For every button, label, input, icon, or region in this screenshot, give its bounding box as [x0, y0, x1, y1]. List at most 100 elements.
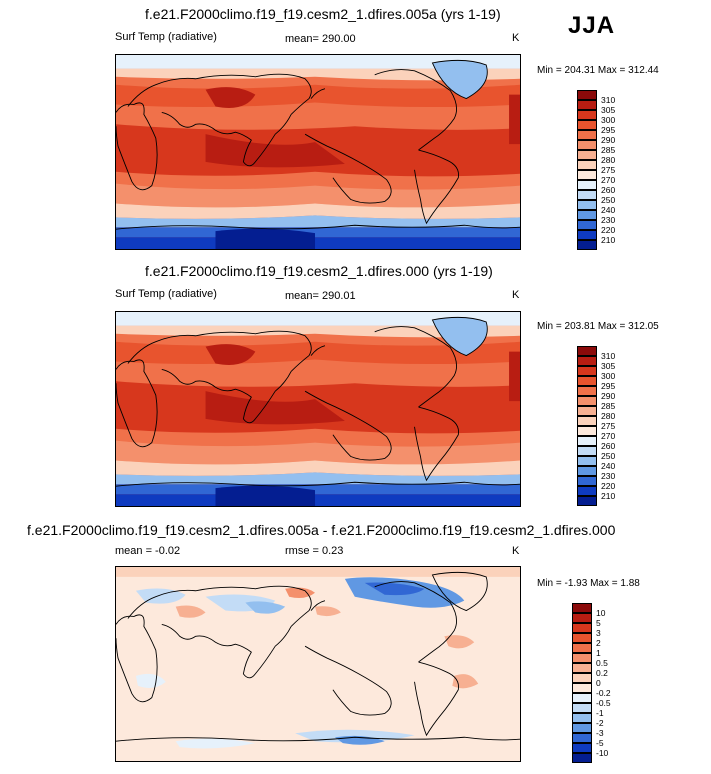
colorbar-tick: 10 — [596, 608, 606, 618]
panel-1-minmax: Min = 204.31 Max = 312.44 — [537, 65, 659, 76]
colorbar-cell — [577, 110, 597, 120]
colorbar-tick: 210 — [601, 235, 616, 245]
panel-2-title: f.e21.F2000climo.f19_f19.cesm2_1.dfires.… — [145, 263, 493, 279]
colorbar-cell — [577, 130, 597, 140]
colorbar-tick: 290 — [601, 135, 616, 145]
colorbar-tick: 230 — [601, 471, 616, 481]
colorbar-tick: 305 — [601, 361, 616, 371]
colorbar-cell — [577, 170, 597, 180]
colorbar-tick: 275 — [601, 165, 616, 175]
colorbar-tick: -3 — [596, 728, 604, 738]
colorbar-cell — [577, 396, 597, 406]
colorbar-tick: -0.5 — [596, 698, 611, 708]
colorbar-tick: 270 — [601, 431, 616, 441]
colorbar-cell — [577, 376, 597, 386]
colorbar-cell — [577, 456, 597, 466]
colorbar-cell — [577, 140, 597, 150]
colorbar-cell — [577, 436, 597, 446]
season-label: JJA — [568, 12, 616, 39]
colorbar-cell — [577, 120, 597, 130]
panel-3-map — [115, 566, 521, 762]
colorbar-cell — [572, 683, 592, 693]
colorbar-tick: 220 — [601, 225, 616, 235]
colorbar-tick: 250 — [601, 195, 616, 205]
colorbar-tick: 230 — [601, 215, 616, 225]
colorbar-cell — [577, 386, 597, 396]
panel-1-units: K — [512, 32, 520, 44]
colorbar-cell — [577, 476, 597, 486]
colorbar-tick: 310 — [601, 351, 616, 361]
colorbar-tick: 260 — [601, 441, 616, 451]
panel-3-mean-label: mean = -0.02 — [115, 545, 181, 557]
colorbar-cell — [577, 496, 597, 506]
colorbar-tick: 295 — [601, 381, 616, 391]
panel-3-rmse-label: rmse = 0.23 — [285, 545, 344, 557]
colorbar-cell — [577, 240, 597, 250]
colorbar-cell — [577, 160, 597, 170]
colorbar-tick: 285 — [601, 145, 616, 155]
colorbar-tick: 240 — [601, 461, 616, 471]
panel-2-variable-label: Surf Temp (radiative) — [115, 288, 217, 300]
colorbar-tick: 300 — [601, 371, 616, 381]
colorbar-cell — [572, 613, 592, 623]
colorbar-cell — [577, 150, 597, 160]
colorbar-cell — [572, 663, 592, 673]
colorbar-cell — [572, 633, 592, 643]
colorbar-tick: 260 — [601, 185, 616, 195]
panel-1-title: f.e21.F2000climo.f19_f19.cesm2_1.dfires.… — [145, 6, 501, 22]
colorbar-cell — [577, 220, 597, 230]
colorbar-cell — [577, 90, 597, 100]
colorbar-cell — [577, 416, 597, 426]
colorbar-cell — [572, 743, 592, 753]
colorbar-cell — [577, 426, 597, 436]
panel-1-map — [115, 54, 521, 250]
colorbar-tick: -1 — [596, 708, 604, 718]
panel-1-variable-label: Surf Temp (radiative) — [115, 31, 217, 43]
colorbar-tick: 3 — [596, 628, 601, 638]
colorbar-cell — [577, 486, 597, 496]
colorbar-tick: 285 — [601, 401, 616, 411]
panel-3-title: f.e21.F2000climo.f19_f19.cesm2_1.dfires.… — [27, 522, 616, 538]
panel-3-minmax: Min = -1.93 Max = 1.88 — [537, 578, 640, 589]
colorbar-tick: 275 — [601, 421, 616, 431]
colorbar-tick: -2 — [596, 718, 604, 728]
colorbar-tick: 210 — [601, 491, 616, 501]
colorbar-cell — [577, 466, 597, 476]
colorbar-cell — [572, 713, 592, 723]
colorbar-cell — [572, 643, 592, 653]
colorbar-tick: 250 — [601, 451, 616, 461]
colorbar-tick: 0 — [596, 678, 601, 688]
colorbar-tick: -5 — [596, 738, 604, 748]
colorbar-cell — [572, 723, 592, 733]
panel-2-map — [115, 311, 521, 507]
colorbar-tick: 0.2 — [596, 668, 608, 678]
colorbar-cell — [572, 653, 592, 663]
colorbar-cell — [572, 753, 592, 763]
colorbar-cell — [577, 190, 597, 200]
colorbar-tick: 270 — [601, 175, 616, 185]
colorbar-cell — [572, 603, 592, 613]
colorbar-cell — [577, 100, 597, 110]
panel-2-units: K — [512, 289, 520, 301]
colorbar-tick: 240 — [601, 205, 616, 215]
colorbar-tick: 1 — [596, 648, 601, 658]
colorbar-tick: 0.5 — [596, 658, 608, 668]
colorbar-cell — [572, 733, 592, 743]
colorbar-cell — [572, 673, 592, 683]
panel-2-mean-label: mean= 290.01 — [285, 290, 356, 302]
colorbar-cell — [572, 693, 592, 703]
colorbar-tick: 290 — [601, 391, 616, 401]
colorbar-cell — [577, 366, 597, 376]
colorbar-cell — [577, 346, 597, 356]
colorbar-tick: 300 — [601, 115, 616, 125]
colorbar-tick: -10 — [596, 748, 609, 758]
colorbar-cell — [577, 356, 597, 366]
panel-1-mean-label: mean= 290.00 — [285, 33, 356, 45]
colorbar-tick: 280 — [601, 155, 616, 165]
panel-3-units: K — [512, 545, 520, 557]
colorbar-cell — [577, 200, 597, 210]
colorbar-cell — [577, 230, 597, 240]
colorbar-cell — [577, 406, 597, 416]
colorbar-tick: 295 — [601, 125, 616, 135]
colorbar-cell — [577, 210, 597, 220]
